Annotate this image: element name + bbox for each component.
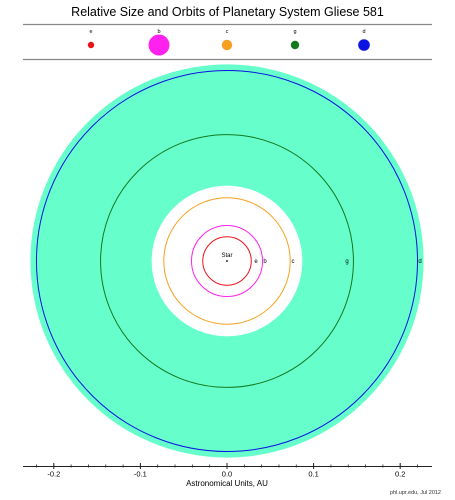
size-label-b: b: [157, 29, 160, 35]
orbit-g: [100, 134, 354, 388]
orbit-label-c: c: [292, 259, 295, 265]
x-tick-label: 0.2: [395, 470, 405, 479]
credit-text: phl.upr.edu, Jul 2012: [389, 490, 441, 496]
x-tick-label: -0.1: [134, 470, 147, 479]
planet-b-size-dot: [148, 34, 170, 56]
star-dot: [226, 260, 228, 262]
orbit-label-g: g: [345, 259, 348, 265]
star: Star: [221, 253, 233, 262]
planet-c-size-dot: [221, 39, 233, 51]
planet-g-size-dot: [290, 40, 300, 50]
star-label: Star: [221, 253, 232, 259]
orbit-label-b: b: [263, 259, 267, 265]
orbit-b: [190, 224, 264, 298]
size-label-g: g: [293, 29, 296, 35]
orbit-e: [202, 236, 252, 286]
x-axis-label: Astronomical Units, AU: [186, 479, 268, 488]
planet-d-size-dot: [358, 39, 370, 51]
x-tick-label: 0.1: [308, 470, 318, 479]
x-axis: -0.2 -0.1 0.0 0.1 0.2 Astronomical Units, AU: [23, 463, 432, 488]
x-tick-label: -0.2: [47, 470, 60, 479]
x-tick-label: 0.0: [222, 470, 232, 479]
size-label-d: d: [362, 29, 365, 35]
chart-title: Relative Size and Orbits of Planetary Sy…: [71, 5, 384, 19]
orbit-label-d: d: [418, 259, 421, 265]
size-label-c: c: [226, 29, 229, 35]
size-label-e: e: [89, 29, 92, 35]
orbit-d: [35, 69, 419, 453]
orbit-c: [163, 197, 291, 325]
planet-e-size-dot: [87, 41, 95, 49]
orbit-label-e: e: [254, 259, 258, 265]
